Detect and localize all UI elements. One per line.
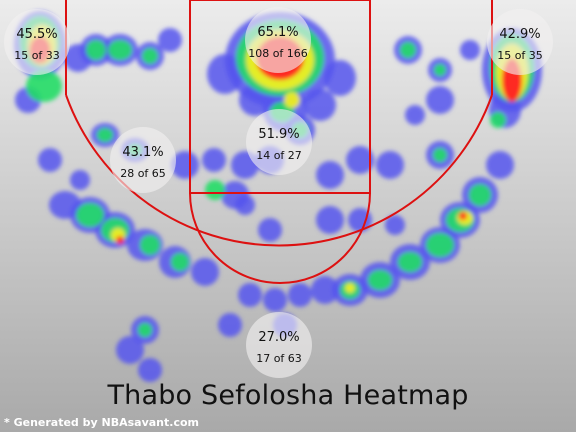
heat-blob [235, 195, 255, 215]
heat-blob [304, 89, 336, 121]
heat-blob [138, 358, 162, 382]
heat-blob [405, 105, 425, 125]
heat-blob [218, 313, 242, 337]
heat-blob [459, 212, 467, 220]
heat-blob [86, 40, 106, 60]
heat-blob [311, 276, 339, 304]
heat-blob [202, 148, 226, 172]
zone-percentage: 42.9% [499, 27, 540, 42]
zone-bubble [110, 127, 176, 193]
paint-lane [189, 0, 371, 194]
heat-blob [469, 184, 491, 206]
heat-blob [70, 170, 90, 190]
heat-blob [108, 40, 132, 60]
zone-percentage: 51.9% [258, 127, 299, 142]
heat-blob [116, 236, 124, 244]
heat-blob [433, 148, 447, 162]
zone-label-above-break-three: 27.0% 17 of 63 [246, 312, 312, 378]
three-point-arc [65, 94, 493, 247]
heat-blob [426, 86, 454, 114]
zone-made-of: 17 of 63 [256, 352, 302, 365]
zone-made-of: 108 of 166 [248, 47, 308, 60]
heat-blob [434, 64, 446, 76]
zone-percentage: 43.1% [122, 145, 163, 160]
zone-made-of: 15 of 33 [14, 49, 60, 62]
zone-bubble [245, 7, 311, 73]
zone-label-left-midrange: 43.1% 28 of 65 [110, 127, 176, 193]
heat-blob [138, 323, 152, 337]
zone-label-right-corner-three: 42.9% 15 of 35 [487, 9, 553, 75]
heat-blob [346, 146, 374, 174]
heat-blob [158, 28, 182, 52]
zone-labels: 45.5% 15 of 33 65.1% 108 of 166 42.9% 15 of 3… [4, 7, 553, 378]
heat-blob [207, 54, 243, 94]
zone-label-left-corner-three: 45.5% 15 of 33 [4, 9, 70, 75]
zone-bubble [246, 109, 312, 175]
heat-blob [258, 218, 282, 242]
heat-blob [385, 215, 405, 235]
heat-blob [38, 148, 62, 172]
zone-bubble [246, 312, 312, 378]
heat-blob [316, 161, 344, 189]
zone-made-of: 28 of 65 [120, 167, 166, 180]
heat-blob [486, 151, 514, 179]
heat-blob [263, 288, 287, 312]
heat-blob [288, 283, 312, 307]
heat-blob [376, 151, 404, 179]
heat-blob [348, 208, 372, 232]
heat-blob [284, 92, 300, 108]
zone-made-of: 14 of 27 [256, 149, 302, 162]
credit-text: * Generated by NBAsavant.com [4, 416, 199, 429]
zone-percentage: 27.0% [258, 330, 299, 345]
heat-blob [324, 60, 356, 96]
heat-blob [116, 336, 144, 364]
heat-blob [398, 252, 422, 272]
heat-blob [490, 112, 506, 128]
zone-made-of: 15 of 35 [497, 49, 543, 62]
heat-blob [205, 180, 225, 200]
free-throw-arc [189, 192, 371, 284]
zone-label-restricted-area: 65.1% 108 of 166 [245, 7, 311, 73]
zone-bubble [487, 9, 553, 75]
heat-blob [142, 48, 158, 64]
heat-blob [426, 233, 454, 257]
heat-blob [140, 235, 160, 255]
heat-blob [191, 258, 219, 286]
chart-title: Thabo Sefolosha Heatmap [107, 380, 469, 411]
heat-blob [76, 203, 104, 227]
zone-percentage: 65.1% [257, 25, 298, 40]
heat-blob [316, 206, 344, 234]
heat-blob [400, 42, 416, 58]
heat-blob [460, 40, 480, 60]
court-lines [65, 0, 493, 284]
zone-label-paint-non-ra: 51.9% 14 of 27 [246, 109, 312, 175]
zone-bubble [4, 9, 70, 75]
heat-blob [97, 128, 113, 142]
zone-percentage: 45.5% [16, 27, 57, 42]
heat-blob [368, 270, 392, 290]
heat-blob [238, 283, 262, 307]
heat-blob [26, 70, 62, 102]
heat-blob [171, 253, 189, 271]
heat-blob [345, 283, 355, 293]
heat-blob [171, 151, 199, 179]
